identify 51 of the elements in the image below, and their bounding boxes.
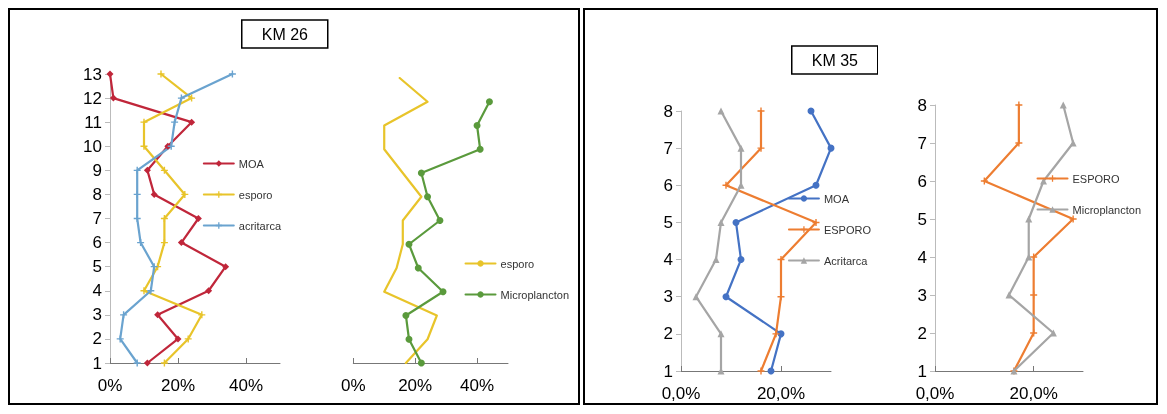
x-tick-label: 20,0% [1009,384,1058,403]
y-tick-label: 7 [663,138,673,158]
legend-label: Microplancton [500,288,570,301]
x-tick-label: 20% [398,376,433,395]
legend-label: Acritarca [823,254,869,267]
legend-label: Microplancton [1072,203,1142,216]
y-tick-label: 11 [84,112,102,132]
legend-label: esporo [238,188,273,201]
y-tick-label: 4 [92,281,102,301]
x-tick-label: 0,0% [915,384,955,403]
x-tick-label: 40% [460,376,495,395]
y-tick-label: 2 [663,324,673,344]
chart-title: KM 35 [811,51,859,69]
y-tick-label: 3 [917,285,927,305]
y-tick-label: 5 [92,257,102,277]
x-tick-label: 40% [228,376,264,395]
legend-label: MOA [238,157,265,170]
y-tick-label: 5 [663,212,673,232]
y-tick-label: 6 [663,175,673,195]
y-tick-label: 3 [663,287,673,307]
y-tick-label: 8 [92,184,102,204]
y-tick-label: 6 [917,171,927,191]
legend-label: MOA [823,192,850,205]
y-tick-label: 2 [92,329,102,349]
x-tick-label: 20,0% [756,384,806,403]
y-tick-label: 12 [83,88,102,108]
y-tick-label: 4 [917,247,927,267]
y-tick-label: 7 [92,209,102,228]
x-tick-label: 20% [160,376,196,395]
y-tick-label: 3 [92,305,102,325]
legend-label: ESPORO [823,223,872,236]
legend-label: esporo [500,257,535,270]
y-tick-label: 10 [83,136,102,156]
y-tick-label: 7 [917,133,927,153]
legend-label: acritarca [238,219,282,232]
y-tick-label: 1 [917,361,927,381]
y-tick-label: 8 [663,101,673,121]
y-tick-label: 1 [663,361,673,381]
y-tick-label: 8 [917,95,927,115]
chart-title: KM 26 [261,25,309,43]
legend-label: ESPORO [1072,172,1121,185]
y-tick-label: 6 [92,233,102,253]
y-tick-label: 1 [92,353,102,373]
y-tick-label: 5 [917,209,927,229]
x-tick-label: 0,0% [661,384,701,403]
x-tick-label: 0% [97,376,123,395]
x-tick-label: 0% [341,376,366,395]
y-tick-label: 2 [917,323,927,343]
y-tick-label: 9 [92,160,102,180]
y-tick-label: 13 [83,64,102,84]
y-tick-label: 4 [663,250,673,270]
